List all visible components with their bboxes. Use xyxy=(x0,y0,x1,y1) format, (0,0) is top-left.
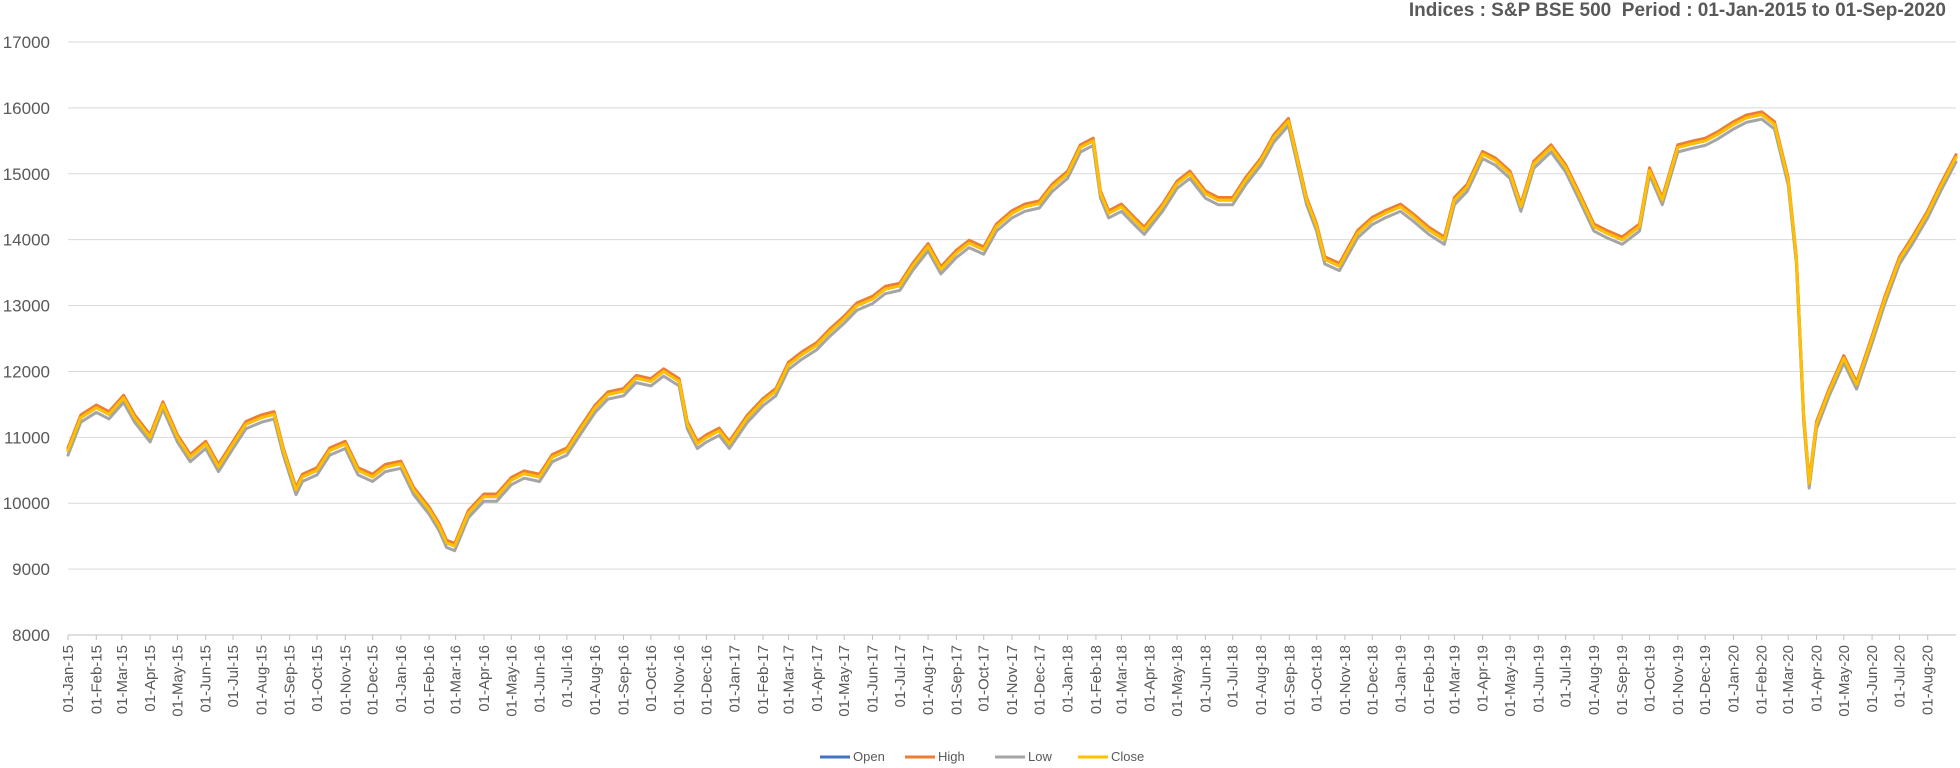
x-tick-label: 01-Dec-16 xyxy=(698,645,715,715)
x-tick-label: 01-Sep-19 xyxy=(1614,645,1631,715)
y-tick-label: 12000 xyxy=(3,362,50,381)
x-tick-label: 01-Sep-16 xyxy=(615,645,632,715)
x-tick-label: 01-Dec-18 xyxy=(1364,645,1381,715)
legend-label-open: Open xyxy=(853,749,885,764)
legend-label-low: Low xyxy=(1028,749,1052,764)
x-tick-label: 01-Mar-18 xyxy=(1113,645,1130,714)
x-tick-label: 01-May-18 xyxy=(1169,645,1186,717)
x-tick-label: 01-Aug-15 xyxy=(253,645,270,715)
chart-title: Indices : S&P BSE 500 Period : 01-Jan-20… xyxy=(1408,0,1946,21)
y-tick-label: 8000 xyxy=(12,626,50,645)
x-tick-label: 01-Mar-16 xyxy=(448,645,465,714)
x-tick-label: 01-Jun-20 xyxy=(1864,645,1881,713)
x-tick-label: 01-Jan-19 xyxy=(1393,645,1410,713)
x-tick-label: 01-Apr-15 xyxy=(142,645,159,712)
x-tick-label: 01-Mar-15 xyxy=(114,645,131,714)
x-tick-label: 01-Jun-19 xyxy=(1530,645,1547,713)
x-tick-label: 01-Aug-18 xyxy=(1253,645,1270,715)
x-tick-label: 01-May-19 xyxy=(1502,645,1519,717)
x-tick-label: 01-Apr-16 xyxy=(476,645,493,712)
x-tick-label: 01-Jan-20 xyxy=(1725,645,1742,713)
x-tick-label: 01-May-20 xyxy=(1836,645,1853,717)
x-tick-label: 01-Dec-17 xyxy=(1031,645,1048,715)
x-tick-label: 01-Oct-18 xyxy=(1309,645,1326,712)
x-tick-label: 01-Aug-17 xyxy=(920,645,937,715)
x-tick-label: 01-Jan-18 xyxy=(1060,645,1077,713)
x-tick-label: 01-Feb-20 xyxy=(1754,645,1771,714)
y-tick-label: 14000 xyxy=(3,231,50,250)
x-tick-label: 01-Aug-20 xyxy=(1920,645,1937,715)
x-tick-label: 01-Jul-18 xyxy=(1225,645,1242,708)
x-tick-label: 01-Oct-19 xyxy=(1642,645,1659,712)
x-tick-label: 01-Nov-16 xyxy=(671,645,688,715)
x-tick-label: 01-Feb-17 xyxy=(755,645,772,714)
series-line-close xyxy=(66,113,1958,548)
y-axis-ticks: 8000 9000 10000 11000 12000 13000 14000 15000 16… xyxy=(3,33,50,645)
legend-label-close: Close xyxy=(1111,749,1144,764)
x-tick-label: 01-Jul-17 xyxy=(892,645,909,708)
y-tick-label: 10000 xyxy=(3,494,50,513)
x-tick-label: 01-Aug-19 xyxy=(1586,645,1603,715)
x-tick-label: 01-Feb-15 xyxy=(88,645,105,714)
x-tick-label: 01-May-15 xyxy=(169,645,186,717)
x-tick-label: 01-Jun-16 xyxy=(532,645,549,713)
x-tick-label: 01-May-16 xyxy=(503,645,520,717)
x-tick-label: 01-Jun-18 xyxy=(1197,645,1214,713)
x-tick-label: 01-Nov-19 xyxy=(1670,645,1687,715)
x-tick-label: 01-Jan-15 xyxy=(60,645,77,713)
x-tick-label: 01-Mar-17 xyxy=(781,645,798,714)
legend-label-high: High xyxy=(938,749,965,764)
x-tick-label: 01-Mar-20 xyxy=(1780,645,1797,714)
x-tick-label: 01-Jan-16 xyxy=(393,645,410,713)
x-tick-label: 01-Feb-16 xyxy=(421,645,438,714)
x-tick-label: 01-Jan-17 xyxy=(727,645,744,713)
x-tick-label: 01-Jul-15 xyxy=(225,645,242,708)
x-axis-ticks: 01-Jan-15 01-Feb-15 01-Mar-15 01-Apr-15 01-M… xyxy=(60,645,1937,717)
x-tick-label: 01-Dec-19 xyxy=(1697,645,1714,715)
x-tick-label: 01-Jul-19 xyxy=(1558,645,1575,708)
series-line-high xyxy=(66,110,1958,545)
x-tick-label: 01-Jun-15 xyxy=(198,645,215,713)
x-tick-label: 01-Nov-17 xyxy=(1004,645,1021,715)
x-tick-label: 01-Sep-18 xyxy=(1281,645,1298,715)
x-tick-label: 01-Apr-20 xyxy=(1808,645,1825,712)
x-tick-label: 01-Oct-17 xyxy=(976,645,993,712)
series-line-open xyxy=(66,113,1958,548)
x-tick-label: 01-Sep-15 xyxy=(282,645,299,715)
y-tick-label: 9000 xyxy=(12,560,50,579)
x-tick-label: 01-Dec-15 xyxy=(365,645,382,715)
x-tick-label: 01-Jul-20 xyxy=(1891,645,1908,708)
x-tick-label: 01-Nov-15 xyxy=(337,645,354,715)
x-tick-label: 01-Aug-16 xyxy=(587,645,604,715)
y-tick-label: 13000 xyxy=(3,297,50,316)
x-tick-label: 01-Sep-17 xyxy=(948,645,965,715)
y-tick-label: 16000 xyxy=(3,99,50,118)
y-tick-label: 17000 xyxy=(3,33,50,52)
x-tick-label: 01-Feb-19 xyxy=(1421,645,1438,714)
x-tick-label: 01-Nov-18 xyxy=(1337,645,1354,715)
x-tick-label: 01-Apr-19 xyxy=(1475,645,1492,712)
x-tick-label: 01-Jun-17 xyxy=(864,645,881,713)
x-tick-label: 01-Oct-15 xyxy=(309,645,326,712)
gridlines xyxy=(68,41,1956,636)
x-tick-label: 01-Oct-16 xyxy=(643,645,660,712)
series-lines xyxy=(66,110,1958,553)
x-tick-label: 01-May-17 xyxy=(836,645,853,717)
series-line-low xyxy=(66,117,1958,553)
x-tick-label: 01-Apr-18 xyxy=(1142,645,1159,712)
y-tick-label: 11000 xyxy=(4,428,50,447)
legend: Open High Low Close xyxy=(820,749,1144,764)
x-tick-label: 01-Feb-18 xyxy=(1088,645,1105,714)
y-tick-label: 15000 xyxy=(3,165,50,184)
x-tick-label: 01-Jul-16 xyxy=(559,645,576,708)
x-tick-label: 01-Mar-19 xyxy=(1446,645,1463,714)
x-tick-label: 01-Apr-17 xyxy=(809,645,826,712)
x-axis xyxy=(67,634,1956,640)
